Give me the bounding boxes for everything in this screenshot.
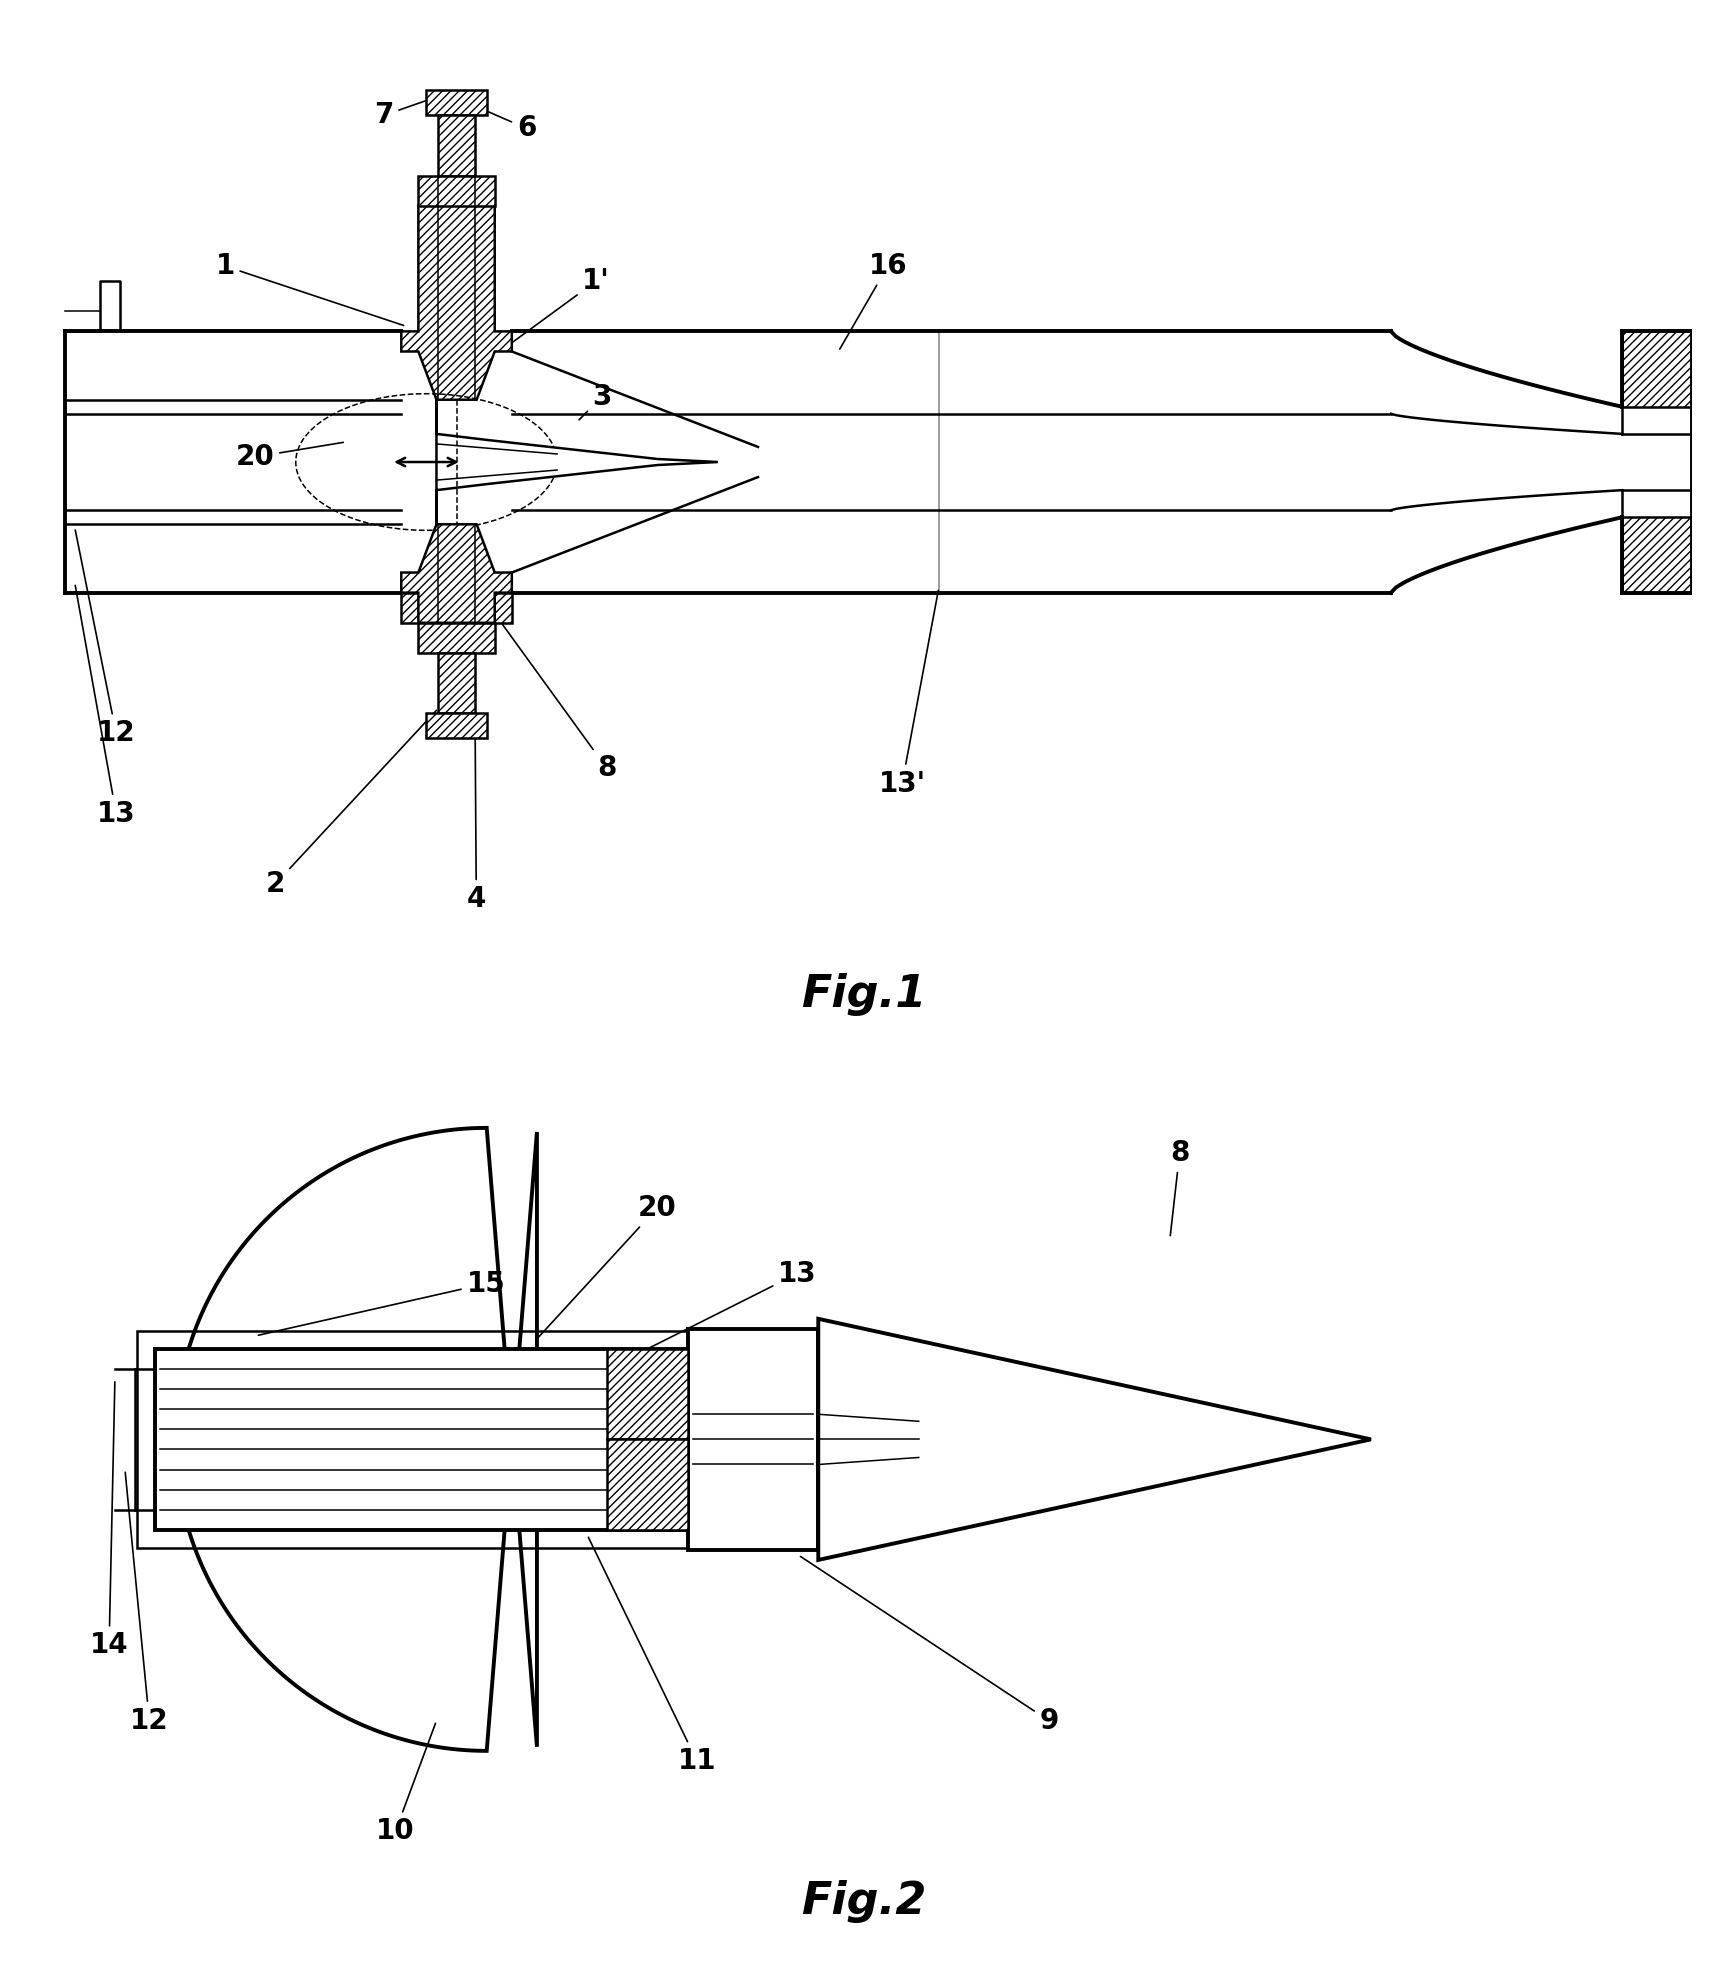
Text: 11: 11 — [589, 1537, 717, 1776]
Polygon shape — [174, 1129, 537, 1750]
Polygon shape — [427, 712, 487, 738]
Polygon shape — [401, 525, 511, 623]
Text: 9: 9 — [801, 1557, 1059, 1734]
Text: 14: 14 — [90, 1381, 128, 1659]
Text: Fig.2: Fig.2 — [801, 1880, 926, 1924]
Text: 6: 6 — [470, 103, 535, 142]
Polygon shape — [687, 1330, 819, 1551]
Polygon shape — [427, 91, 487, 114]
Polygon shape — [1622, 331, 1692, 406]
Text: 16: 16 — [839, 253, 907, 349]
Polygon shape — [439, 114, 475, 176]
Text: 13': 13' — [879, 590, 938, 797]
Text: 8: 8 — [489, 606, 617, 783]
Text: 13: 13 — [76, 586, 135, 829]
Text: 7: 7 — [375, 97, 439, 130]
Text: 12: 12 — [126, 1472, 169, 1734]
Text: 13: 13 — [630, 1259, 817, 1357]
Polygon shape — [401, 205, 511, 401]
Polygon shape — [1622, 517, 1692, 592]
Text: 20: 20 — [235, 442, 344, 472]
Polygon shape — [155, 1350, 687, 1529]
Polygon shape — [401, 592, 511, 623]
Text: 1: 1 — [216, 253, 404, 326]
Text: 2: 2 — [266, 710, 437, 898]
Text: 15: 15 — [259, 1271, 506, 1336]
Text: 8: 8 — [1169, 1138, 1190, 1235]
Text: 4: 4 — [466, 661, 485, 913]
Polygon shape — [418, 623, 494, 653]
Text: 20: 20 — [539, 1194, 677, 1338]
Text: 3: 3 — [579, 383, 611, 420]
Polygon shape — [418, 176, 494, 205]
Polygon shape — [439, 653, 475, 712]
Text: Fig.1: Fig.1 — [801, 973, 926, 1016]
Polygon shape — [608, 1440, 687, 1529]
Text: 10: 10 — [376, 1722, 435, 1845]
Polygon shape — [819, 1318, 1371, 1561]
Text: 12: 12 — [76, 531, 135, 748]
Polygon shape — [437, 401, 718, 525]
Polygon shape — [608, 1350, 687, 1440]
Text: 1': 1' — [509, 266, 610, 345]
